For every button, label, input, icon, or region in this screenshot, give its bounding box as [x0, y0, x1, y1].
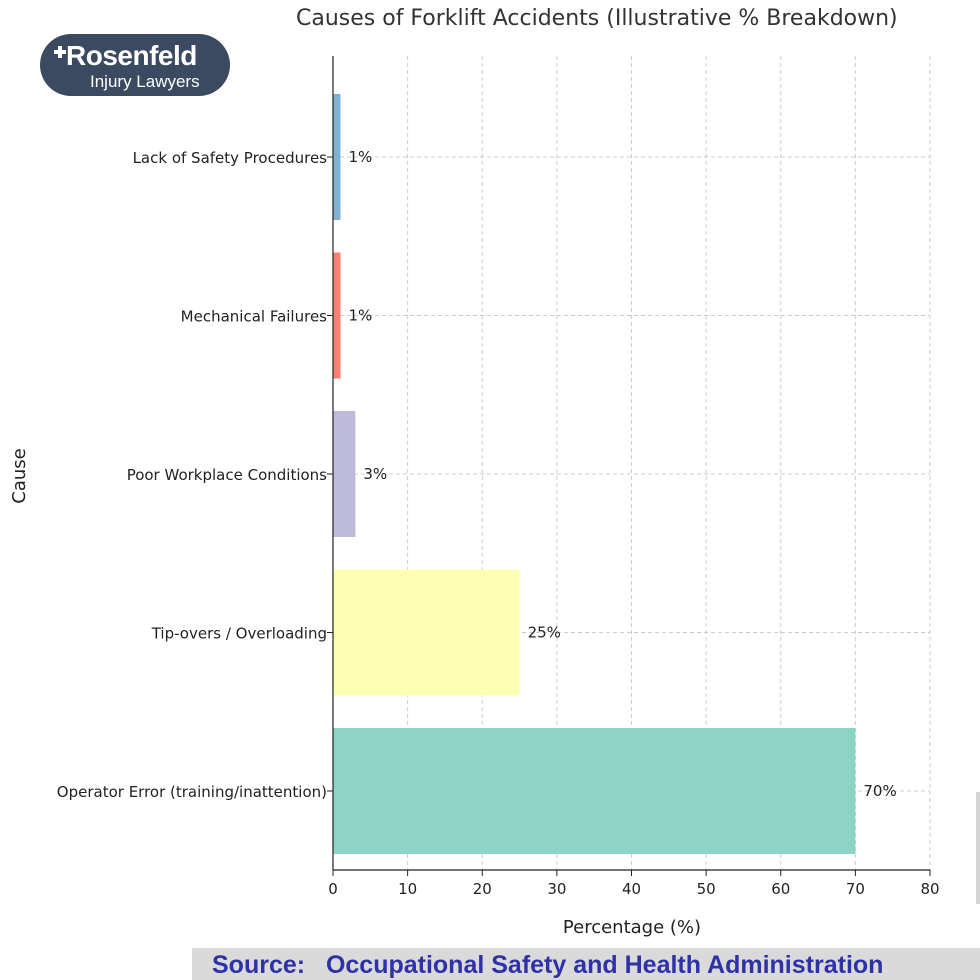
- bars: 1% 1% 3% 25% 70%: [333, 94, 897, 854]
- x-tick-label: 50: [697, 880, 716, 898]
- category-label: Operator Error (training/inattention): [57, 783, 327, 801]
- logo-name: Rosenfeld: [66, 40, 197, 71]
- edge-divider: [976, 792, 980, 904]
- bar: [333, 252, 341, 379]
- axes: 0 10 20 30 40 50 60 70 80 Lack of Safety Procedur…: [57, 56, 940, 898]
- grid-lines: [333, 56, 931, 870]
- category-label: Lack of Safety Procedures: [133, 149, 328, 167]
- category-label: Tip-overs / Overloading: [151, 625, 327, 643]
- data-label: 1%: [348, 307, 372, 325]
- x-tick-label: 70: [846, 880, 865, 898]
- cross-icon: [54, 46, 66, 58]
- x-tick-label: 10: [398, 880, 417, 898]
- bar: [333, 411, 356, 537]
- data-label: 1%: [348, 148, 372, 166]
- source-label: Source:: [212, 951, 306, 979]
- x-tick-label: 0: [328, 880, 338, 898]
- source-banner: Source: Occupational Safety and Health A…: [192, 948, 980, 980]
- logo-tagline: Injury Lawyers: [90, 72, 200, 91]
- category-label: Mechanical Failures: [181, 308, 328, 326]
- source-text: Source: Occupational Safety and Health A…: [212, 951, 883, 980]
- x-tick-label: 60: [771, 880, 790, 898]
- bar: [333, 728, 856, 854]
- rosenfeld-logo: Rosenfeld Injury Lawyers: [40, 34, 230, 96]
- x-tick-label: 40: [622, 880, 641, 898]
- bar-chart: 1% 1% 3% 25% 70% 0 10 20 30 40 50 60 70 80 Lack of Sa…: [9, 56, 940, 938]
- data-label: 3%: [363, 465, 387, 483]
- source-name: Occupational Safety and Health Administr…: [325, 951, 884, 979]
- data-label: 25%: [528, 624, 561, 642]
- x-axis-label: Percentage (%): [563, 917, 701, 938]
- x-tick-label: 80: [920, 880, 939, 898]
- category-label: Poor Workplace Conditions: [127, 466, 327, 484]
- y-axis-label: Cause: [9, 448, 30, 503]
- data-label: 70%: [863, 782, 896, 800]
- chart-title: Causes of Forklift Accidents (Illustrati…: [296, 6, 898, 31]
- x-tick-label: 20: [473, 880, 492, 898]
- bar: [333, 569, 520, 696]
- bar: [333, 94, 341, 220]
- x-tick-label: 30: [547, 880, 566, 898]
